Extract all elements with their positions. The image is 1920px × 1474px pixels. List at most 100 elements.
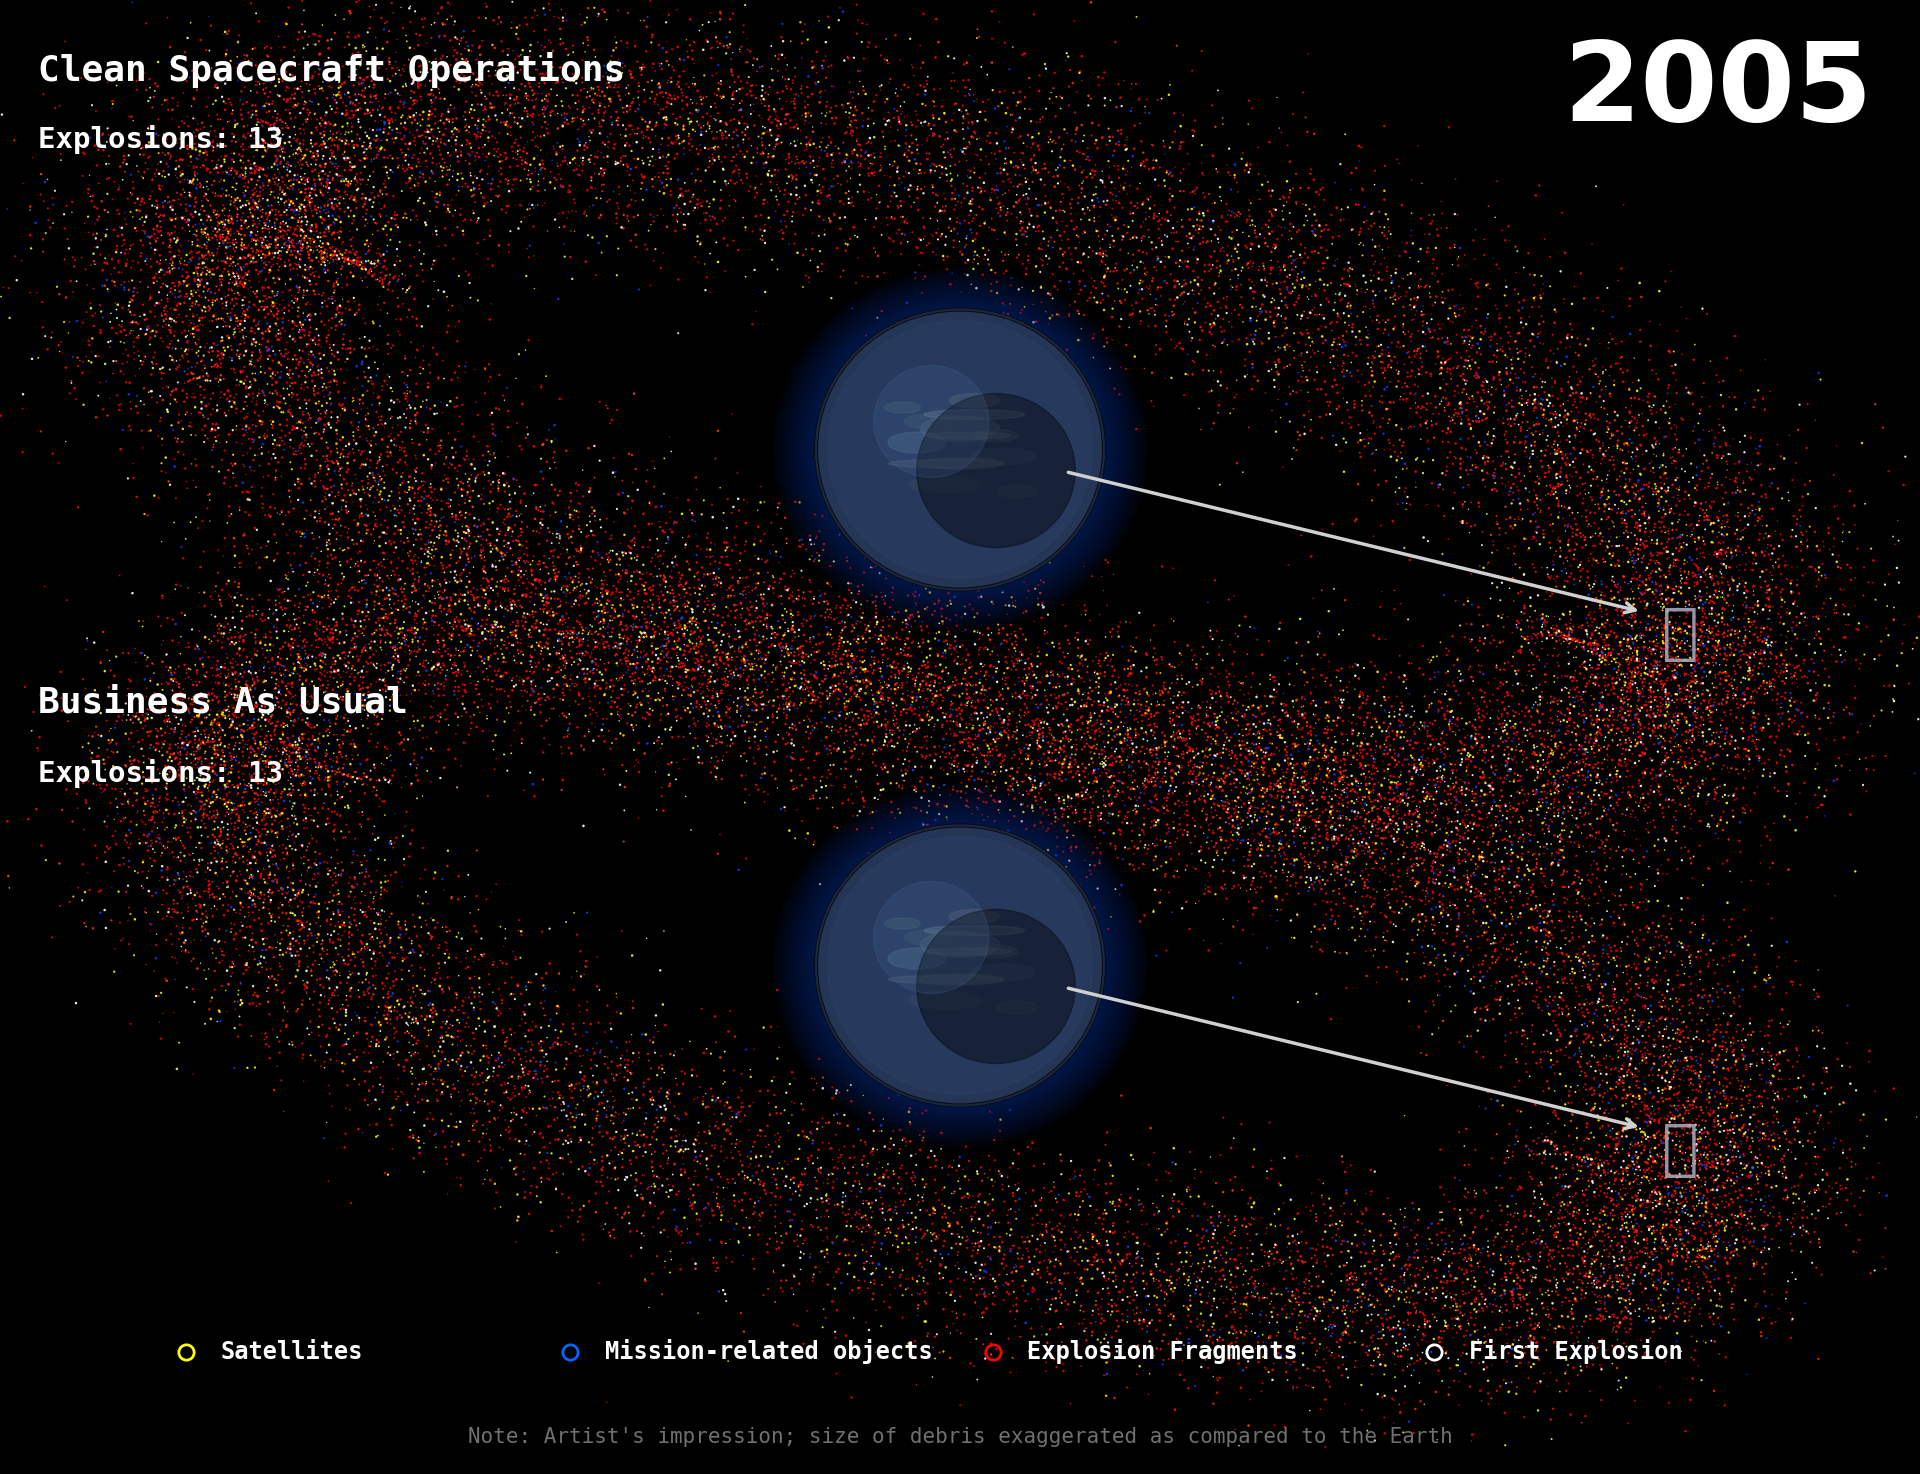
Point xyxy=(1369,1278,1400,1302)
Point xyxy=(960,121,991,144)
Point xyxy=(808,158,839,181)
Point xyxy=(1605,1156,1636,1179)
Point xyxy=(1079,1246,1110,1269)
Point xyxy=(1000,1307,1031,1331)
Point xyxy=(194,310,225,333)
Point xyxy=(568,662,599,685)
Point xyxy=(1555,1173,1586,1197)
Point xyxy=(1283,792,1313,815)
Point xyxy=(1701,581,1732,604)
Point xyxy=(1390,747,1421,771)
Point xyxy=(472,1117,503,1141)
Point xyxy=(1183,1275,1213,1299)
Point xyxy=(1584,653,1615,677)
Point xyxy=(781,113,812,137)
Point xyxy=(1498,1282,1528,1306)
Point xyxy=(198,262,228,286)
Point xyxy=(983,622,1014,646)
Point xyxy=(1039,708,1069,731)
Point xyxy=(1236,270,1267,293)
Point xyxy=(1615,461,1645,485)
Point xyxy=(687,13,718,37)
Point xyxy=(165,127,196,150)
Point xyxy=(1780,818,1811,842)
Point xyxy=(973,603,1004,626)
Point xyxy=(426,657,457,681)
Point xyxy=(824,1257,854,1281)
Point xyxy=(422,582,453,606)
Point xyxy=(1158,699,1188,722)
Point xyxy=(436,53,467,77)
Point xyxy=(1284,705,1315,728)
Point xyxy=(309,371,340,395)
Point xyxy=(313,453,344,476)
Point xyxy=(895,1097,925,1120)
Point xyxy=(833,688,864,712)
Point xyxy=(349,632,380,656)
Point xyxy=(670,784,701,808)
Point xyxy=(499,1085,530,1108)
Point xyxy=(751,187,781,211)
Point xyxy=(313,856,344,880)
Point xyxy=(947,140,977,164)
Point xyxy=(918,706,948,730)
Point xyxy=(397,1008,428,1032)
Point xyxy=(1659,551,1690,575)
Point xyxy=(271,886,301,909)
Point xyxy=(1119,1266,1150,1290)
Point xyxy=(163,927,194,951)
Point xyxy=(1559,929,1590,952)
Point xyxy=(845,669,876,693)
Point xyxy=(1588,973,1619,996)
Point xyxy=(244,333,275,357)
Point xyxy=(419,125,449,149)
Point xyxy=(1626,581,1657,604)
Point xyxy=(1100,1220,1131,1244)
Point xyxy=(317,85,348,109)
Point xyxy=(470,193,501,217)
Point xyxy=(778,615,808,638)
Point xyxy=(799,156,829,180)
Point xyxy=(1751,486,1782,510)
Point xyxy=(1603,525,1634,548)
Point xyxy=(184,140,215,164)
Point xyxy=(1311,239,1342,262)
Point xyxy=(1359,708,1390,731)
Point xyxy=(993,652,1023,675)
Point xyxy=(296,716,326,740)
Point xyxy=(296,190,326,214)
Point xyxy=(922,643,952,666)
Point xyxy=(1521,930,1551,954)
Point xyxy=(94,335,125,358)
Point xyxy=(720,534,751,557)
Point xyxy=(380,78,411,102)
Point xyxy=(1766,685,1797,709)
Point xyxy=(1167,719,1198,743)
Point xyxy=(996,1260,1027,1284)
Point xyxy=(1607,1075,1638,1098)
Point xyxy=(1532,475,1563,498)
Point xyxy=(484,1047,515,1070)
Point xyxy=(1388,267,1419,290)
Point xyxy=(338,733,369,756)
Point xyxy=(845,799,876,822)
Point xyxy=(739,1200,770,1223)
Point xyxy=(1073,734,1104,758)
Point xyxy=(745,1173,776,1197)
Point xyxy=(1544,909,1574,933)
Point xyxy=(670,699,701,722)
Point xyxy=(1832,743,1862,766)
Point xyxy=(662,725,693,749)
Point xyxy=(1037,663,1068,687)
Point xyxy=(200,224,230,248)
Point xyxy=(1743,495,1774,519)
Point xyxy=(574,150,605,174)
Point xyxy=(449,884,480,908)
Point xyxy=(374,407,405,430)
Point xyxy=(1352,326,1382,349)
Point xyxy=(330,710,361,734)
Point xyxy=(1452,758,1482,781)
Point xyxy=(1590,781,1620,805)
Point xyxy=(372,234,403,258)
Point xyxy=(1325,814,1356,837)
